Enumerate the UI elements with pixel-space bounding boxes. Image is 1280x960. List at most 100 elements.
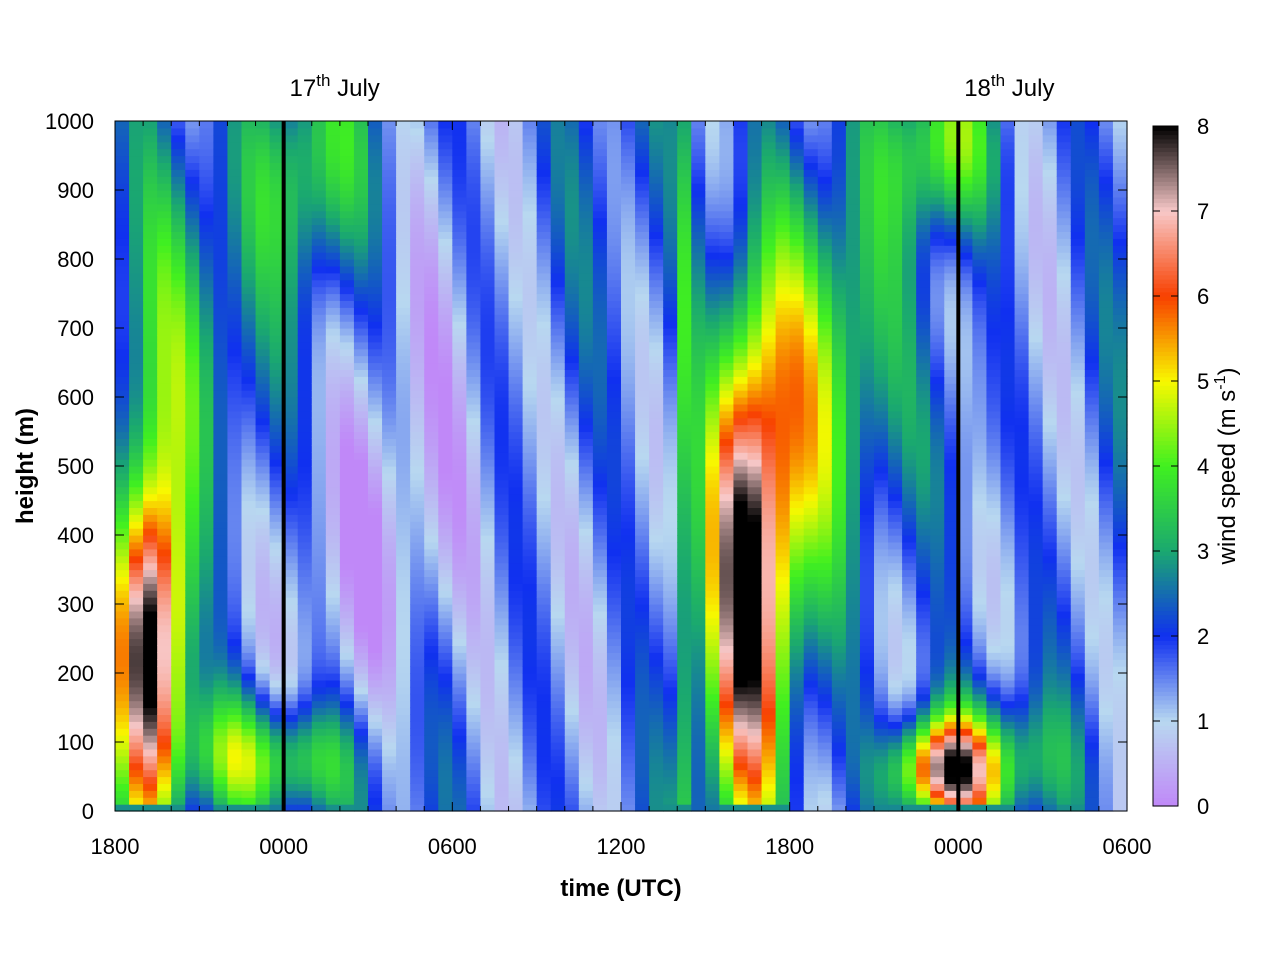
- heatmap-cell: [185, 148, 200, 157]
- heatmap-cell: [325, 217, 341, 226]
- heatmap-cell: [269, 169, 285, 177]
- heatmap-cell: [705, 679, 720, 688]
- heatmap-cell: [649, 265, 664, 274]
- heatmap-cell: [522, 362, 538, 370]
- heatmap-cell: [171, 341, 186, 350]
- heatmap-cell: [466, 383, 482, 391]
- heatmap-cell: [297, 776, 313, 784]
- heatmap-cell: [396, 259, 411, 267]
- heatmap-cell: [606, 252, 622, 260]
- heatmap-cell: [227, 748, 243, 757]
- heatmap-cell: [691, 321, 706, 329]
- heatmap-cell: [438, 210, 453, 219]
- heatmap-cell: [157, 514, 172, 522]
- heatmap-cell: [789, 769, 805, 778]
- heatmap-cell: [424, 562, 439, 571]
- heatmap-cell: [536, 438, 552, 446]
- heatmap-cell: [649, 604, 664, 612]
- heatmap-cell: [705, 196, 720, 205]
- heatmap-cell: [466, 562, 482, 571]
- heatmap-cell: [649, 755, 664, 764]
- heatmap-cell: [480, 624, 496, 633]
- heatmap-cell: [592, 203, 608, 212]
- heatmap-cell: [311, 624, 327, 633]
- heatmap-cell: [606, 265, 622, 274]
- heatmap-cell: [621, 265, 636, 274]
- heatmap-cell: [227, 466, 243, 474]
- heatmap-cell: [438, 514, 453, 522]
- heatmap-cell: [452, 776, 467, 784]
- heatmap-cell: [255, 728, 271, 736]
- heatmap-cell: [382, 341, 397, 350]
- heatmap-cell: [733, 459, 749, 467]
- heatmap-cell: [339, 155, 355, 163]
- heatmap-cell: [592, 307, 608, 315]
- heatmap-cell: [803, 348, 819, 357]
- heatmap-cell: [115, 134, 130, 143]
- heatmap-cell: [368, 438, 383, 446]
- heatmap-cell: [368, 748, 383, 757]
- heatmap-cell: [213, 376, 229, 384]
- heatmap-cell: [564, 196, 580, 205]
- heatmap-cell: [550, 459, 566, 467]
- heatmap-cell: [789, 562, 805, 571]
- heatmap-cell: [368, 417, 383, 426]
- heatmap-cell: [466, 645, 482, 653]
- heatmap-cell: [775, 224, 791, 232]
- heatmap-cell: [789, 341, 805, 350]
- heatmap-cell: [522, 445, 538, 453]
- heatmap-cell: [255, 238, 271, 246]
- heatmap-cell: [199, 790, 214, 798]
- heatmap-cell: [438, 459, 453, 467]
- heatmap-cell: [353, 742, 369, 750]
- heatmap-cell: [199, 445, 214, 453]
- heatmap-cell: [705, 376, 720, 384]
- heatmap-cell: [536, 121, 552, 129]
- heatmap-cell: [761, 472, 777, 481]
- heatmap-cell: [578, 452, 594, 460]
- heatmap-cell: [578, 431, 594, 439]
- heatmap-cell: [283, 686, 299, 695]
- heatmap-cell: [396, 507, 411, 515]
- heatmap-cell: [213, 576, 229, 584]
- heatmap-cell: [522, 479, 538, 488]
- heatmap-cell: [494, 293, 510, 301]
- heatmap-cell: [494, 728, 510, 736]
- heatmap-cell: [747, 265, 763, 274]
- heatmap-cell: [719, 776, 735, 784]
- heatmap-cell: [171, 742, 186, 750]
- heatmap-cell: [621, 341, 636, 350]
- heatmap-cell: [536, 652, 552, 660]
- heatmap-cell: [311, 210, 327, 219]
- heatmap-cell: [606, 679, 622, 688]
- heatmap-cell: [353, 196, 369, 205]
- heatmap-cell: [663, 693, 678, 702]
- heatmap-cell: [157, 762, 172, 771]
- heatmap-cell: [297, 355, 313, 364]
- heatmap-cell: [578, 445, 594, 453]
- heatmap-cell: [396, 134, 411, 143]
- heatmap-cell: [621, 224, 636, 232]
- heatmap-cell: [353, 659, 369, 667]
- heatmap-cell: [677, 742, 692, 750]
- heatmap-cell: [761, 410, 777, 419]
- heatmap-cell: [550, 445, 566, 453]
- heatmap-cell: [747, 162, 763, 170]
- heatmap-cell: [803, 445, 819, 453]
- heatmap-cell: [789, 217, 805, 226]
- heatmap-cell: [578, 521, 594, 529]
- heatmap-cell: [508, 562, 524, 571]
- heatmap-cell: [143, 265, 158, 274]
- heatmap-cell: [677, 762, 692, 771]
- heatmap-cell: [410, 735, 425, 743]
- heatmap-cell: [297, 390, 313, 398]
- heatmap-cell: [536, 686, 552, 695]
- heatmap-cell: [227, 679, 243, 688]
- heatmap-cell: [663, 500, 678, 508]
- heatmap-cell: [522, 721, 538, 729]
- heatmap-cell: [705, 631, 720, 640]
- heatmap-cell: [466, 279, 482, 288]
- heatmap-cell: [143, 514, 158, 522]
- heatmap-cell: [199, 459, 214, 467]
- heatmap-cell: [761, 693, 777, 702]
